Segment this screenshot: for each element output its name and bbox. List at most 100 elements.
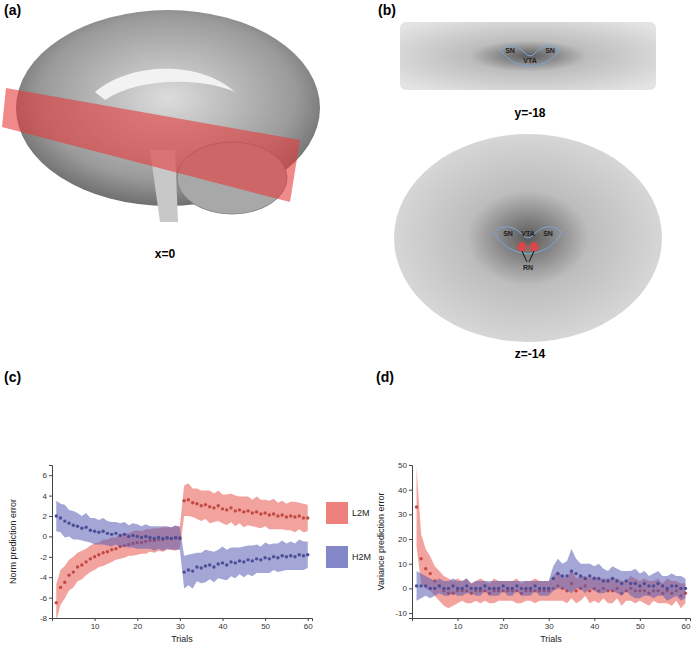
x-tick: 30 xyxy=(176,618,185,631)
data-point xyxy=(624,579,627,582)
y-tick-mark xyxy=(409,490,412,491)
data-point xyxy=(289,554,292,557)
x-tick-mark xyxy=(640,618,641,621)
data-point xyxy=(460,587,463,590)
error-band xyxy=(417,549,686,601)
y-tick: -6 xyxy=(40,594,52,603)
region-label: VTA xyxy=(523,57,536,64)
data-point xyxy=(593,577,596,580)
data-point xyxy=(84,526,87,529)
data-point xyxy=(520,587,523,590)
data-point xyxy=(419,584,422,587)
data-point xyxy=(429,572,432,575)
x-axis-title: Trials xyxy=(540,634,562,644)
x-tick: 50 xyxy=(261,618,270,631)
y-tick-mark xyxy=(49,496,52,497)
x-axis-title: Trials xyxy=(171,634,193,644)
data-point xyxy=(114,547,117,550)
region-outline xyxy=(500,45,560,66)
data-point xyxy=(55,514,58,517)
x-tick-mark xyxy=(308,618,309,621)
data-point xyxy=(106,532,109,535)
y-tick-label: -6 xyxy=(40,594,48,603)
region-marker xyxy=(517,242,527,252)
data-point xyxy=(199,566,202,569)
data-point xyxy=(234,509,237,512)
data-point xyxy=(229,506,232,509)
y-tick-mark xyxy=(409,588,412,589)
data-point xyxy=(306,553,309,556)
data-point xyxy=(643,582,646,585)
data-point xyxy=(208,563,211,566)
data-point xyxy=(191,501,194,504)
data-point xyxy=(72,523,75,526)
data-point xyxy=(251,559,254,562)
y-tick-label: -8 xyxy=(40,614,48,623)
y-tick-label: 20 xyxy=(398,535,407,544)
data-point xyxy=(144,535,147,538)
data-point xyxy=(208,505,211,508)
x-tick: 60 xyxy=(681,618,690,631)
y-tick: 0 xyxy=(43,532,52,541)
x-tick-label: 10 xyxy=(91,622,100,631)
data-point xyxy=(157,536,160,539)
data-point xyxy=(656,582,659,585)
data-point xyxy=(634,582,637,585)
data-point xyxy=(447,587,450,590)
data-point xyxy=(529,587,532,590)
x-tick-mark xyxy=(222,618,223,621)
data-point xyxy=(221,561,224,564)
data-point xyxy=(259,512,262,515)
x-tick: 50 xyxy=(636,618,645,631)
data-point xyxy=(451,584,454,587)
x-tick-label: 30 xyxy=(545,622,554,631)
data-point xyxy=(182,499,185,502)
y-tick-mark xyxy=(49,516,52,517)
data-point xyxy=(204,564,207,567)
y-axis: -1001020304050 xyxy=(395,461,412,618)
chart: 102030405060-1001020304050(d)TrialsVaria… xyxy=(376,369,691,644)
data-point xyxy=(217,562,220,565)
data-point xyxy=(515,584,518,587)
y-tick-label: 6 xyxy=(43,471,48,480)
data-point xyxy=(204,503,207,506)
data-point xyxy=(638,584,641,587)
x-tick-label: 40 xyxy=(219,622,228,631)
data-point xyxy=(263,511,266,514)
data-point xyxy=(293,515,296,518)
data-point xyxy=(127,535,130,538)
data-point xyxy=(419,557,422,560)
data-point xyxy=(280,513,283,516)
data-point xyxy=(302,516,305,519)
panel-b: (b)SNVTASNy=-18SNVTASNRNz=-14 xyxy=(378,2,662,361)
data-point xyxy=(195,565,198,568)
data-point xyxy=(242,510,245,513)
data-point xyxy=(263,556,266,559)
x-tick-mark xyxy=(685,618,686,621)
data-point xyxy=(212,565,215,568)
data-point xyxy=(276,514,279,517)
x-tick-label: 20 xyxy=(133,622,142,631)
data-point xyxy=(285,515,288,518)
data-point xyxy=(661,584,664,587)
data-point xyxy=(229,560,232,563)
image-caption: x=0 xyxy=(155,247,176,261)
data-point xyxy=(438,584,441,587)
panel-label: (b) xyxy=(378,2,396,18)
data-point xyxy=(76,525,79,528)
data-point xyxy=(187,498,190,501)
x-tick: 10 xyxy=(91,618,100,631)
data-point xyxy=(652,584,655,587)
y-tick-label: 0 xyxy=(403,584,408,593)
region-label: SN xyxy=(543,230,553,237)
data-point xyxy=(118,534,121,537)
legend-label: H2M xyxy=(352,552,371,562)
y-tick: 4 xyxy=(43,492,52,501)
x-tick: 40 xyxy=(219,618,228,631)
data-point xyxy=(552,577,555,580)
x-tick-label: 50 xyxy=(261,622,270,631)
legend-swatch xyxy=(326,546,348,568)
data-point xyxy=(93,530,96,533)
y-axis-title: Variance prediction error xyxy=(376,493,386,591)
x-tick-label: 10 xyxy=(454,622,463,631)
